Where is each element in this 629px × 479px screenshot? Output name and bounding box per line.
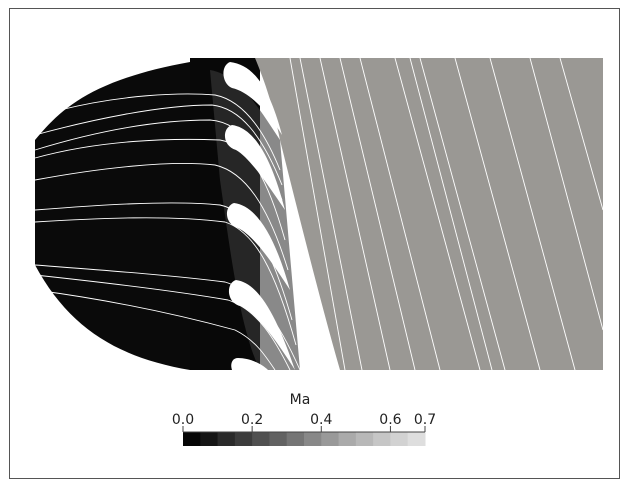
color-band [373, 432, 391, 446]
color-band [183, 432, 201, 446]
color-band [287, 432, 305, 446]
color-band [356, 432, 374, 446]
tick-label: 0.4 [310, 412, 332, 428]
outlet-region [255, 58, 603, 370]
tick-label: 0.0 [172, 412, 194, 428]
color-band [304, 432, 322, 446]
color-band [252, 432, 270, 446]
color-band [339, 432, 357, 446]
color-band [408, 432, 426, 446]
color-band [218, 432, 236, 446]
tick-label: 0.7 [414, 412, 436, 428]
visualization: Ma 0.0 0.2 0.4 0.6 0.7 [0, 0, 629, 479]
color-band [390, 432, 408, 446]
colorbar-title: Ma [290, 392, 311, 408]
tick-label: 0.2 [241, 412, 263, 428]
colorbar: 0.0 0.2 0.4 0.6 0.7 [172, 412, 436, 446]
color-band [321, 432, 339, 446]
flow-field [35, 58, 603, 370]
color-band [200, 432, 218, 446]
color-band [235, 432, 253, 446]
page: Ma 0.00.20.40.60.7 (() => { const data =… [0, 0, 629, 479]
color-band [269, 432, 287, 446]
tick-label: 0.6 [379, 412, 401, 428]
